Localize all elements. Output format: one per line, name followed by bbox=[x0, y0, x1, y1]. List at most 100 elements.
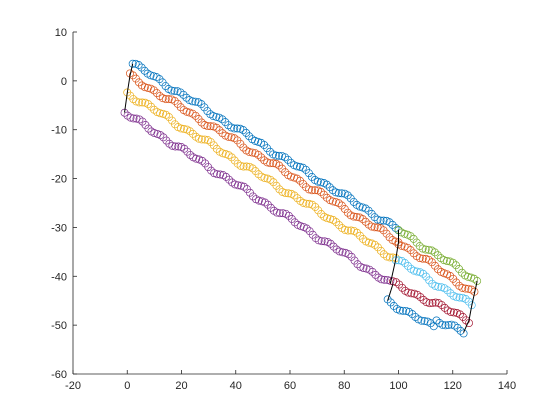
data-point bbox=[343, 191, 352, 200]
data-point bbox=[290, 191, 299, 200]
y-tick-label: -30 bbox=[51, 222, 67, 234]
data-point bbox=[230, 124, 239, 133]
x-tick-label: 0 bbox=[124, 380, 130, 392]
data-point bbox=[455, 310, 464, 319]
data-point bbox=[403, 261, 412, 270]
data-point bbox=[227, 123, 236, 132]
data-point bbox=[439, 256, 448, 265]
y-tick-label: -50 bbox=[51, 320, 67, 332]
data-point bbox=[230, 134, 239, 143]
data-point bbox=[458, 268, 466, 277]
data-point bbox=[266, 159, 275, 168]
data-point bbox=[392, 278, 401, 287]
data-point bbox=[386, 276, 395, 285]
data-point bbox=[248, 164, 257, 173]
data-point bbox=[134, 61, 143, 69]
data-point bbox=[293, 194, 302, 203]
data-point bbox=[413, 290, 422, 299]
data-point bbox=[399, 306, 407, 315]
data-point bbox=[353, 228, 361, 237]
data-point bbox=[430, 248, 439, 257]
data-point bbox=[425, 299, 434, 308]
y-tick-label: -20 bbox=[51, 174, 67, 186]
x-tick-label: 140 bbox=[498, 380, 516, 392]
data-point bbox=[245, 132, 254, 141]
data-point bbox=[385, 218, 394, 227]
data-point bbox=[222, 172, 231, 181]
data-point bbox=[236, 161, 245, 170]
data-point bbox=[129, 95, 138, 103]
data-point bbox=[317, 237, 326, 246]
data-point bbox=[275, 185, 284, 194]
data-point bbox=[239, 162, 248, 171]
data-point bbox=[254, 150, 263, 159]
data-point bbox=[221, 118, 230, 127]
data-point bbox=[376, 216, 385, 225]
y-tick-label: -10 bbox=[51, 125, 67, 137]
x-tick-label: 60 bbox=[284, 380, 296, 392]
data-point bbox=[284, 189, 293, 198]
x-tick-label: 100 bbox=[389, 380, 407, 392]
data-point bbox=[287, 158, 295, 167]
series-2 bbox=[123, 88, 400, 262]
data-point bbox=[170, 86, 179, 95]
data-point bbox=[307, 172, 316, 181]
data-point bbox=[281, 168, 290, 177]
data-point bbox=[320, 237, 329, 246]
data-point bbox=[440, 303, 449, 312]
data-point bbox=[432, 316, 441, 325]
x-tick-label: 40 bbox=[230, 380, 242, 392]
data-point bbox=[176, 103, 185, 112]
data-point bbox=[161, 95, 170, 104]
data-point bbox=[355, 202, 364, 211]
data-point bbox=[335, 247, 344, 256]
data-point bbox=[326, 239, 335, 248]
data-point bbox=[313, 177, 322, 186]
data-point bbox=[296, 176, 304, 185]
data-point bbox=[385, 233, 394, 242]
series-1 bbox=[126, 69, 403, 247]
data-point bbox=[284, 155, 292, 164]
data-point bbox=[275, 161, 284, 170]
data-point bbox=[299, 198, 308, 207]
data-point bbox=[206, 122, 215, 131]
data-point bbox=[461, 284, 470, 293]
data-point bbox=[266, 147, 275, 156]
data-point bbox=[388, 220, 397, 229]
data-point bbox=[449, 258, 457, 267]
data-point bbox=[192, 154, 201, 163]
data-point bbox=[212, 112, 221, 121]
y-tick-label: 0 bbox=[61, 76, 67, 88]
data-point bbox=[452, 293, 461, 302]
y-tick-label: -60 bbox=[51, 369, 67, 381]
data-point bbox=[161, 82, 170, 91]
data-point bbox=[179, 90, 188, 99]
data-point bbox=[343, 208, 352, 217]
data-point bbox=[198, 156, 207, 165]
data-point bbox=[144, 124, 153, 133]
data-point bbox=[335, 221, 344, 230]
data-point bbox=[188, 129, 197, 138]
data-point bbox=[134, 78, 143, 87]
data-point bbox=[275, 151, 283, 160]
data-point bbox=[420, 317, 429, 326]
data-point bbox=[332, 218, 341, 227]
data-point bbox=[353, 260, 362, 269]
data-point bbox=[377, 275, 386, 284]
data-point bbox=[407, 289, 416, 298]
data-point bbox=[281, 153, 289, 162]
y-tick-label: 10 bbox=[55, 27, 67, 39]
series-6 bbox=[391, 256, 476, 310]
data-point bbox=[319, 190, 328, 199]
data-point bbox=[441, 321, 450, 330]
x-tick-label: 20 bbox=[175, 380, 187, 392]
data-point bbox=[400, 259, 409, 267]
data-point bbox=[434, 265, 442, 274]
data-point bbox=[370, 240, 379, 249]
data-point bbox=[449, 308, 458, 317]
data-point bbox=[275, 209, 284, 218]
data-point bbox=[207, 166, 216, 175]
data-point bbox=[344, 226, 352, 235]
data-point bbox=[421, 245, 430, 254]
data-point bbox=[224, 151, 233, 160]
